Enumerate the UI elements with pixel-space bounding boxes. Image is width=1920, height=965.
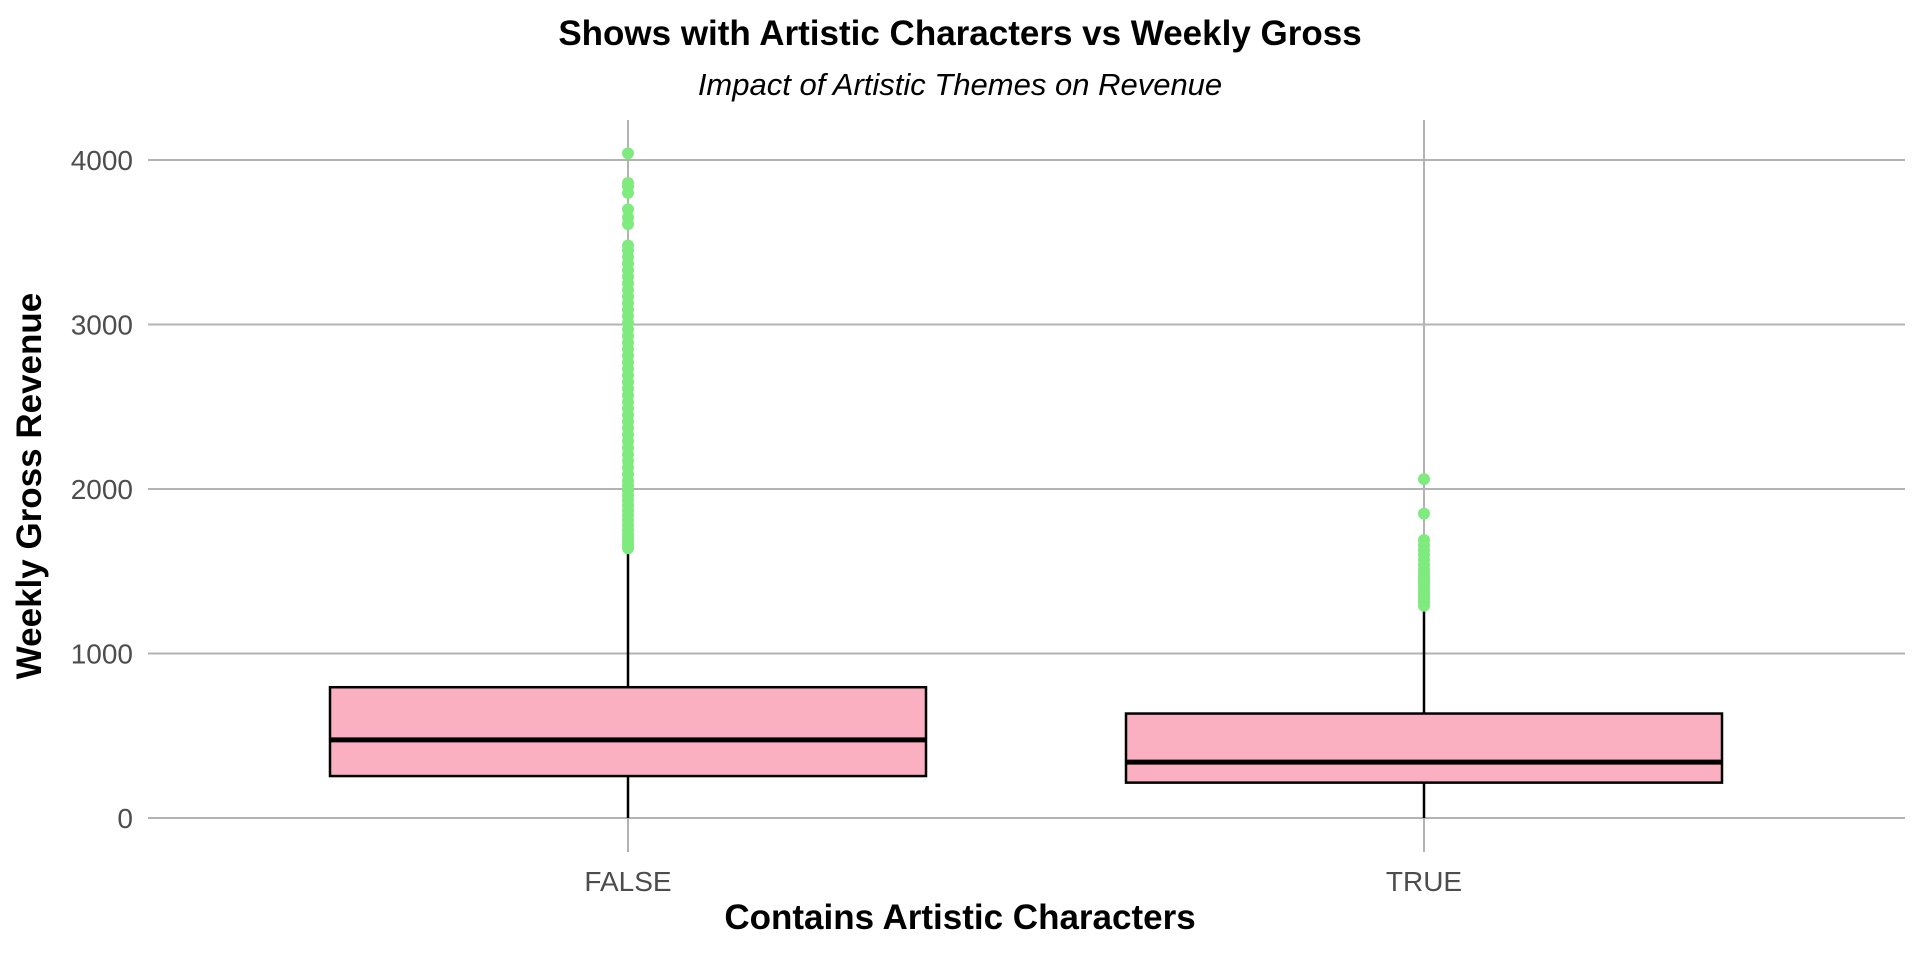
chart-title: Shows with Artistic Characters vs Weekly… xyxy=(558,14,1362,53)
outlier-point xyxy=(622,177,634,190)
y-tick-label: 3000 xyxy=(71,310,133,341)
y-axis-label: Weekly Gross Revenue xyxy=(10,292,49,680)
y-tick-label: 2000 xyxy=(71,474,133,505)
outlier-point xyxy=(1418,473,1430,486)
outlier-point xyxy=(622,239,634,252)
outlier-point xyxy=(1418,507,1430,520)
outlier-layer xyxy=(622,147,1430,612)
y-tick-label: 0 xyxy=(117,803,133,834)
box-iqr xyxy=(1124,712,1724,784)
chart-subtitle: Impact of Artistic Themes on Revenue xyxy=(697,67,1223,102)
box-layer xyxy=(328,551,1724,818)
outlier-point xyxy=(622,147,634,160)
y-tick-label: 4000 xyxy=(71,145,133,176)
x-tick-label: FALSE xyxy=(584,866,671,897)
x-axis-label: Contains Artistic Characters xyxy=(724,898,1196,937)
y-tick-label: 1000 xyxy=(71,639,133,670)
tick-layer: 0 1000 2000 3000 4000 FALSE TRUE xyxy=(71,145,1462,897)
box-iqr xyxy=(328,685,928,778)
outlier-point xyxy=(622,211,634,224)
outlier-point xyxy=(622,203,634,216)
x-tick-label: TRUE xyxy=(1386,866,1462,897)
outlier-point xyxy=(1418,533,1430,546)
